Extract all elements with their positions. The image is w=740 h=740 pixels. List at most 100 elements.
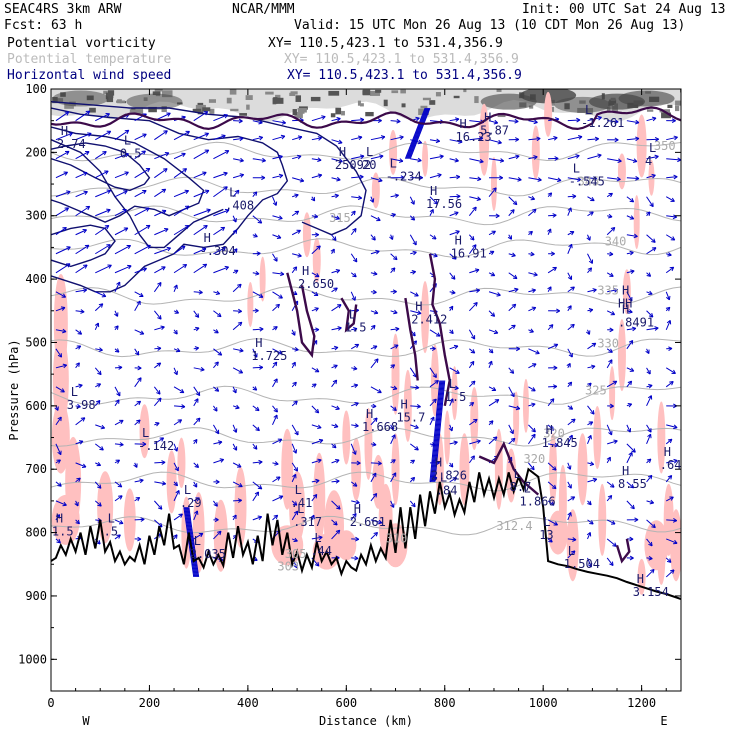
wind-vector-arrow	[193, 149, 210, 160]
wind-vector-arrow	[409, 215, 416, 221]
wind-vector-jet	[183, 507, 195, 578]
wind-vector-arrow	[409, 476, 416, 483]
wind-vector-arrow	[390, 135, 404, 141]
extremum-label: L3.98	[67, 385, 96, 412]
wind-vector-arrow	[626, 443, 636, 453]
wind-vector-jet	[429, 380, 441, 482]
wind-vector-arrow	[193, 438, 198, 445]
wind-vector-arrow	[193, 111, 209, 122]
wind-vector-arrow	[193, 510, 199, 521]
wind-vector-arrow	[75, 417, 86, 426]
wind-vector-jet	[188, 507, 200, 578]
extremum-value: 3.98	[67, 398, 96, 412]
extremum-value: 20	[362, 158, 376, 172]
wind-vector-arrow	[567, 434, 573, 445]
wind-vector-arrow	[272, 173, 284, 179]
extremum-value: .317	[293, 515, 322, 529]
extremum-label: L1.5	[345, 308, 367, 335]
wind-vector-arrow	[331, 326, 342, 331]
wind-vector-arrow	[213, 150, 230, 160]
wind-vector-arrow	[134, 133, 147, 141]
wind-vector-arrow	[114, 281, 121, 292]
extremum-kind: H	[339, 145, 346, 159]
wind-vector-arrow	[508, 287, 519, 293]
wind-vector-arrow	[410, 250, 417, 256]
wind-vector-arrow	[528, 328, 534, 333]
wind-vector-arrow	[193, 481, 198, 488]
extremum-label: L13	[539, 515, 553, 542]
pv-shade-blob	[522, 378, 529, 433]
wind-vector-arrow	[232, 248, 238, 255]
wind-vector-arrow	[331, 478, 340, 484]
wind-vector-arrow	[252, 405, 260, 412]
wind-vector-arrow	[114, 386, 121, 397]
wind-vector-arrow	[351, 555, 359, 561]
wind-vector-arrow	[75, 329, 83, 335]
extremum-kind: L	[573, 161, 580, 175]
wind-vector-arrow	[252, 175, 266, 181]
wind-vector-arrow	[429, 208, 434, 216]
wind-vector-arrow	[587, 253, 594, 264]
wind-vector-jet	[432, 380, 444, 482]
wind-vector-arrow	[646, 211, 651, 217]
wind-vector-arrow	[606, 226, 616, 236]
wind-vector-arrow	[95, 461, 102, 467]
wind-vector-arrow	[547, 286, 552, 293]
wind-vector-arrow	[409, 443, 419, 451]
wind-vector-arrow	[331, 193, 339, 199]
stratosphere-patch	[675, 100, 681, 106]
wind-vector-arrow	[272, 405, 278, 413]
wind-vector-arrow	[449, 139, 463, 144]
wind-vector-arrow	[646, 116, 657, 122]
wind-vector-arrow	[528, 155, 538, 160]
theta-contour-label: 305	[285, 547, 307, 561]
wind-vector-arrow	[548, 177, 562, 183]
wind-vector-arrow	[252, 191, 258, 198]
extremum-label: L.84	[436, 471, 458, 498]
wind-vector-arrow	[390, 175, 405, 181]
wind-vector-arrow	[370, 154, 384, 160]
extremum-value: .41	[291, 496, 313, 510]
wind-vector-arrow	[548, 156, 559, 161]
wind-vector-arrow	[232, 481, 243, 488]
wind-vector-arrow	[134, 189, 147, 198]
wind-vector-arrow	[94, 322, 100, 331]
wind-vector-arrow	[508, 424, 514, 435]
wind-vector-arrow	[173, 329, 178, 335]
pv-contour-line	[340, 297, 358, 333]
wind-vector-arrow	[154, 209, 167, 217]
wind-vector-arrow	[55, 226, 67, 236]
wind-vector-arrow	[55, 386, 65, 393]
wind-vector-arrow	[114, 459, 121, 464]
wind-vector-arrow	[607, 251, 614, 257]
wind-vector-arrow	[213, 134, 226, 141]
field-xy-pv: XY= 110.5,423.1 to 531.4,356.9	[268, 36, 503, 51]
wind-vector-arrow	[75, 228, 87, 236]
wind-vector-arrow	[567, 481, 572, 489]
wind-vector-arrow	[134, 517, 145, 522]
wind-vector-arrow	[469, 268, 480, 274]
wind-vector-arrow	[488, 119, 499, 125]
wind-vector-arrow	[665, 291, 671, 301]
extremum-label: L8.7	[510, 467, 532, 494]
wind-vector-arrow	[508, 137, 520, 142]
wind-vector-arrow	[606, 481, 615, 488]
wind-vector-arrow	[55, 207, 70, 217]
wind-vector-arrow	[586, 329, 591, 335]
wind-vector-arrow	[489, 213, 500, 219]
theta-contour-label: 315	[329, 211, 351, 225]
wind-vector-arrow	[153, 310, 162, 320]
wind-vector-arrow	[55, 328, 67, 334]
wind-vector-arrow	[370, 403, 377, 409]
wind-vector-arrow	[134, 150, 146, 160]
wind-vector-arrow	[587, 267, 593, 274]
extremum-kind: L	[449, 377, 456, 391]
init-time: Init: 00 UTC Sat 24 Aug 13	[522, 2, 726, 17]
wind-vector-arrow	[350, 481, 358, 487]
wind-vector-arrow	[213, 500, 218, 507]
wind-vector-arrow	[626, 424, 632, 433]
wind-vector-arrow	[213, 113, 229, 122]
wind-vector-arrow	[134, 441, 147, 447]
wind-vector-arrow	[213, 361, 219, 369]
